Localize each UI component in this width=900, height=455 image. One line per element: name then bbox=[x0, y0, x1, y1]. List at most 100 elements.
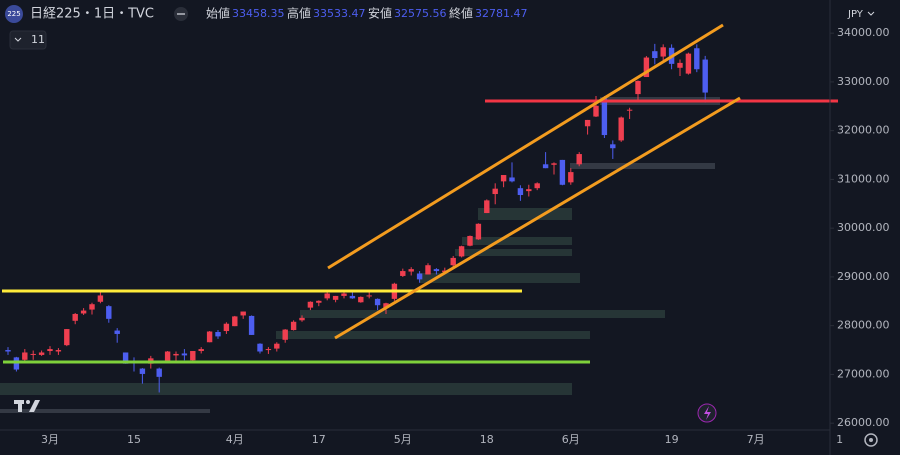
candle-body bbox=[47, 349, 53, 352]
high-value: 33533.47 bbox=[313, 7, 366, 20]
y-tick-label: 30000.00 bbox=[837, 221, 890, 234]
candle-body bbox=[198, 349, 204, 352]
candle-body bbox=[173, 353, 179, 356]
candle-body bbox=[282, 329, 288, 340]
drawings bbox=[2, 23, 838, 364]
x-tick-label: 3月 bbox=[41, 433, 59, 446]
candle-body bbox=[349, 295, 356, 299]
candle-body bbox=[265, 349, 272, 351]
candle-body bbox=[341, 293, 347, 296]
candle-body bbox=[290, 321, 297, 331]
candle-body bbox=[248, 315, 255, 335]
candle-body bbox=[400, 271, 406, 276]
candle-body bbox=[610, 144, 616, 149]
candle-body bbox=[38, 352, 45, 355]
candle-body bbox=[164, 351, 171, 363]
candle-body bbox=[307, 301, 314, 308]
y-tick-label: 29000.00 bbox=[837, 270, 890, 283]
candle-body bbox=[89, 304, 95, 310]
currency[interactable]: JPY bbox=[847, 9, 864, 20]
logo bbox=[14, 400, 40, 412]
y-tick-label: 28000.00 bbox=[837, 319, 890, 332]
y-tick-label: 31000.00 bbox=[837, 172, 890, 185]
candle-body bbox=[635, 80, 641, 95]
symbol[interactable]: 日経225・1日・TVC bbox=[30, 7, 154, 22]
candle-body bbox=[643, 57, 650, 78]
candle-body bbox=[240, 311, 246, 316]
candle-body bbox=[55, 350, 62, 352]
y-tick-label: 32000.00 bbox=[837, 124, 890, 137]
candle-body bbox=[542, 164, 549, 169]
candle-body bbox=[190, 351, 196, 361]
candle-body bbox=[526, 189, 532, 192]
candle-body bbox=[156, 368, 162, 377]
candle-body bbox=[660, 47, 666, 57]
candle-body bbox=[568, 172, 574, 183]
low-value: 32575.56 bbox=[394, 7, 447, 20]
candle-body bbox=[22, 352, 28, 360]
candle-body bbox=[500, 175, 507, 182]
candle-body bbox=[534, 183, 540, 189]
plot bbox=[5, 43, 708, 393]
candle-body bbox=[551, 163, 557, 165]
candle-body bbox=[685, 53, 692, 74]
candle-body bbox=[618, 117, 624, 141]
close-value: 32781.47 bbox=[475, 7, 528, 20]
candle-body bbox=[30, 353, 36, 355]
indicator-count[interactable]: 11 bbox=[31, 33, 45, 46]
candle-body bbox=[626, 109, 633, 111]
candle-body bbox=[509, 177, 515, 182]
candle-body bbox=[257, 343, 263, 352]
candle-body bbox=[484, 200, 490, 214]
y-tick-label: 34000.00 bbox=[837, 26, 890, 39]
candle-body bbox=[324, 293, 330, 299]
candle-body bbox=[677, 62, 683, 68]
x-tick-label: 5月 bbox=[394, 433, 412, 446]
header: 225 日経225・1日・TVC 始値 33458.35 高値 33533.47… bbox=[5, 5, 875, 50]
x-tick-label: 17 bbox=[312, 433, 326, 446]
x-tick-label: 7月 bbox=[747, 433, 765, 446]
candle-body bbox=[366, 295, 372, 297]
candle-body bbox=[358, 296, 364, 303]
candle-body bbox=[517, 188, 524, 196]
candle-body bbox=[80, 310, 87, 314]
high-label: 高値 bbox=[287, 6, 311, 21]
candle-body bbox=[215, 332, 221, 337]
y-tick-label: 26000.00 bbox=[837, 416, 890, 429]
x-tick-label: 6月 bbox=[562, 433, 580, 446]
close-label: 終値 bbox=[449, 6, 473, 21]
candle-body bbox=[694, 48, 700, 70]
x-tick-label: 18 bbox=[480, 433, 494, 446]
x-tick-label: 19 bbox=[665, 433, 679, 446]
candle-body bbox=[467, 235, 473, 246]
candle-body bbox=[601, 98, 608, 136]
candle-body bbox=[232, 316, 238, 327]
candle-body bbox=[223, 323, 230, 332]
candle-body bbox=[425, 265, 431, 275]
settings-icon[interactable] bbox=[864, 433, 878, 447]
candle-body bbox=[181, 353, 188, 356]
candle-body bbox=[492, 188, 498, 195]
y-tick-label: 27000.00 bbox=[837, 367, 890, 380]
candle-body bbox=[383, 303, 389, 308]
x-tick-label: 4月 bbox=[226, 433, 244, 446]
candle-body bbox=[316, 300, 322, 303]
candle-body bbox=[450, 257, 456, 266]
candle-body bbox=[702, 59, 708, 93]
candle-body bbox=[475, 223, 482, 240]
flash-icon[interactable] bbox=[697, 403, 717, 423]
candle-body bbox=[408, 269, 414, 272]
candle-body bbox=[274, 343, 280, 349]
candle-body bbox=[416, 273, 423, 280]
badge: 225 bbox=[7, 10, 20, 18]
candle-body bbox=[64, 329, 70, 346]
candle-body bbox=[97, 295, 104, 302]
candle-body bbox=[559, 159, 566, 185]
candle-body bbox=[139, 368, 146, 374]
x-tick-label: 1 bbox=[836, 433, 843, 446]
candle-body bbox=[458, 246, 465, 257]
candle-body bbox=[584, 119, 591, 127]
candle-body bbox=[122, 352, 129, 364]
candle-body bbox=[433, 269, 440, 272]
